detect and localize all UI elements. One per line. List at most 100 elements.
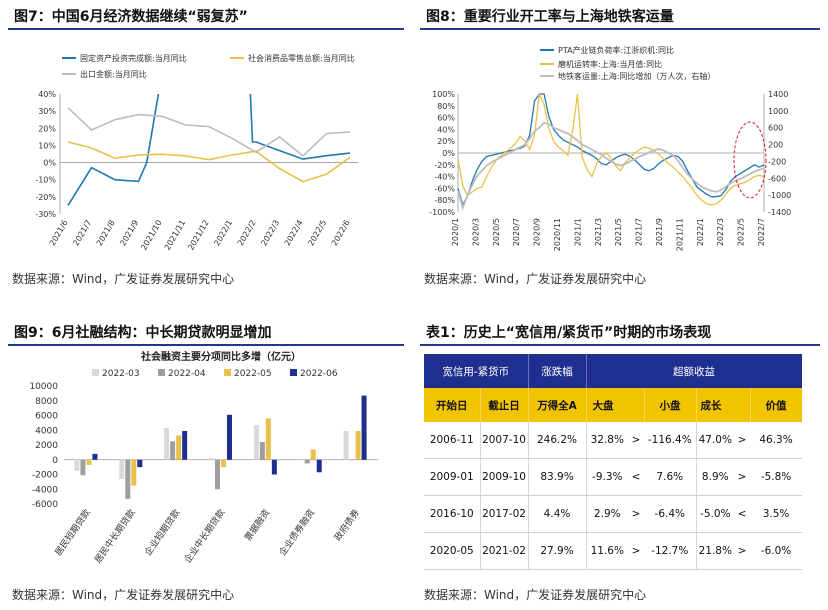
- cell-wind: 4.4%: [528, 495, 587, 533]
- table-subheader-row: 开始日 截止日 万得全A 大盘 小盘 成长 价值: [424, 388, 803, 422]
- cell-growth: 8.9%: [696, 458, 735, 496]
- bar: [265, 418, 271, 460]
- y-tick-label: 10000: [29, 382, 58, 392]
- x-tick-label: 2021/1: [573, 218, 582, 246]
- legend-label: 磨机运转率:上海:当月值:同比: [558, 59, 662, 69]
- bar: [209, 458, 214, 460]
- cell-cmp2: >: [734, 422, 751, 459]
- bar: [215, 459, 220, 490]
- table-1-panel: 表1：历史上“宽信用/紧货币”时期的市场表现 数据来源：Wind，广发证券发展研…: [420, 322, 820, 606]
- series-line-3: [67, 107, 351, 157]
- bar: [125, 459, 131, 499]
- bar: [349, 459, 355, 461]
- bar: [271, 459, 277, 475]
- y-tick-label: 0%: [43, 159, 56, 168]
- y-right-tick-label: -600: [768, 174, 786, 183]
- x-tick-label: 2022/1: [212, 219, 234, 248]
- table-1-source: 数据来源：Wind，广发证券发展研究中心: [424, 588, 647, 602]
- series-line-3: [457, 121, 765, 211]
- chart-title: 社会融资主要分项同比多增（亿元）: [140, 350, 301, 363]
- y-right-tick-label: 200: [768, 141, 783, 150]
- cell-small: -12.7%: [644, 532, 697, 570]
- table-row: 2020-05 2021-02 27.9% 11.6% > -12.7% 21.…: [424, 532, 803, 570]
- table-row: 2006-11 2007-10 246.2% 32.8% > -116.4% 4…: [424, 422, 803, 459]
- bar: [316, 459, 322, 473]
- bar: [361, 395, 367, 460]
- cell-wind: 83.9%: [528, 458, 587, 496]
- y-tick-label: -2000: [32, 471, 58, 481]
- x-tick-label: 2021/7: [635, 218, 644, 246]
- x-tick-label: 2022/1: [696, 218, 705, 246]
- x-tick-label: 2022/4: [283, 219, 305, 248]
- figure-7: 图7：中国6月经济数据继续“弱复苏” 固定资产投资完成额:当月同比 社会消费品零售…: [8, 6, 404, 286]
- y-tick-label: -4000: [32, 485, 58, 495]
- legend-label: 2022-05: [234, 369, 272, 379]
- cell-cmp1: >: [628, 495, 645, 533]
- cell-value: -5.8%: [750, 458, 803, 496]
- bar: [182, 430, 188, 460]
- legend-swatch: [92, 369, 99, 376]
- subheader-end: 截止日: [480, 388, 529, 422]
- x-tick-label: 2021/5: [614, 218, 623, 246]
- x-tick-label: 2020/7: [512, 218, 521, 246]
- cell-large: -9.3%: [586, 458, 629, 496]
- table-header-row: 宽信用-紧货币 涨跌幅 超额收益: [424, 354, 803, 388]
- bar: [259, 442, 265, 460]
- market-performance-table: 宽信用-紧货币 涨跌幅 超额收益 开始日 截止日 万得全A 大盘 小盘 成长 价…: [424, 354, 803, 570]
- highlight-ellipse: [733, 121, 767, 199]
- cell-growth: -5.0%: [696, 495, 735, 533]
- cell-start: 2020-05: [424, 532, 481, 570]
- cell-value: 46.3%: [750, 422, 803, 459]
- x-tick-label: 2020/9: [533, 218, 542, 246]
- table-row: 2009-01 2009-10 83.9% -9.3% < 7.6% 8.9% …: [424, 458, 803, 496]
- y-right-tick-label: 1400: [768, 90, 788, 99]
- cell-small: -6.4%: [644, 495, 697, 533]
- legend-swatch: [158, 369, 165, 376]
- legend-label: 出口金额:当月同比: [80, 69, 147, 79]
- x-tick-label: 2022/7: [757, 218, 766, 246]
- bar: [221, 459, 226, 468]
- x-tick-label: 2022/6: [330, 219, 352, 248]
- header-excess: 超额收益: [586, 354, 803, 388]
- x-tick-label: 居民中长期贷款: [92, 507, 138, 566]
- subheader-large: 大盘: [586, 388, 645, 422]
- legend-label: 社会消费品零售总额:当月同比: [248, 53, 355, 63]
- x-tick-label: 企业短期贷款: [142, 507, 183, 558]
- y-left-tick-label: -100%: [429, 208, 455, 217]
- x-tick-label: 2020/1: [451, 218, 460, 246]
- x-tick-label: 票据融资: [242, 507, 272, 543]
- bar: [119, 459, 125, 479]
- figure-9: 图9：6月社融结构：中长期贷款明显增加 社会融资主要分项同比多增（亿元） 2022…: [8, 322, 404, 606]
- legend-label: 2022-03: [102, 369, 140, 379]
- series-line-2: [67, 141, 351, 183]
- y-tick-label: 40%: [38, 90, 56, 99]
- y-tick-label: 4000: [35, 426, 58, 436]
- x-tick-label: 2021/11: [163, 219, 187, 252]
- x-tick-label: 2021/7: [71, 219, 93, 248]
- y-left-tick-label: -80%: [434, 196, 455, 205]
- x-tick-label: 2021/8: [95, 219, 117, 248]
- figure-8-title: 图8：重要行业开工率与上海地铁客运量: [420, 6, 820, 30]
- x-tick-label: 2021/6: [48, 219, 70, 248]
- x-tick-label: 2021/11: [675, 218, 684, 251]
- legend-label: 2022-04: [168, 369, 206, 379]
- x-tick-label: 2022/3: [716, 218, 725, 246]
- bar: [164, 428, 170, 460]
- x-tick-label: 2021/3: [594, 218, 603, 246]
- y-left-tick-label: 0%: [442, 149, 455, 158]
- bar: [298, 459, 304, 461]
- legend-label: 2022-06: [300, 369, 338, 379]
- x-tick-label: 2020/5: [492, 218, 501, 246]
- series-line-2: [457, 91, 765, 206]
- bar: [343, 430, 349, 460]
- legend-label: PTA产业链负荷率:江浙织机:同比: [558, 45, 674, 55]
- cell-large: 11.6%: [586, 532, 629, 570]
- table-row: 2016-10 2017-02 4.4% 2.9% > -6.4% -5.0% …: [424, 495, 803, 533]
- bar: [176, 435, 182, 460]
- y-right-tick-label: -1000: [768, 191, 791, 200]
- y-tick-label: 2000: [35, 441, 58, 451]
- header-period: 宽信用-紧货币: [424, 354, 529, 388]
- cell-large: 2.9%: [586, 495, 629, 533]
- cell-end: 2021-02: [480, 532, 529, 570]
